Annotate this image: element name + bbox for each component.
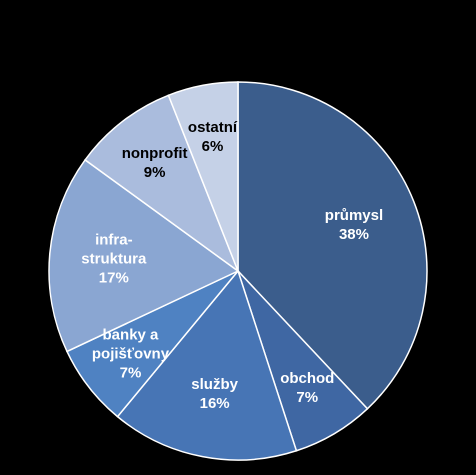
slice-label: služby 16%	[191, 375, 238, 413]
value-label: 38%	[338, 226, 369, 244]
value-label: 7%	[119, 364, 142, 382]
pie-slice	[48, 158, 240, 353]
value-label: 16%	[199, 394, 230, 412]
pie-slice	[237, 81, 428, 410]
slice-label: obchod 7%	[280, 369, 334, 407]
pie-slice	[116, 269, 298, 461]
slice-label: průmysl 38%	[325, 206, 383, 244]
category-label: infra- struktura	[81, 231, 147, 268]
value-label: 17%	[98, 269, 129, 287]
category-label: průmysl	[324, 207, 384, 225]
slice-label: nonprofit 9%	[122, 144, 188, 182]
value-label: 9%	[143, 164, 166, 182]
pie-slice	[167, 81, 239, 272]
value-label: 7%	[296, 389, 319, 407]
slice-label: infra- struktura 17%	[81, 231, 146, 288]
slice-label: ostatní 6%	[188, 118, 237, 156]
category-label: banky a pojišťovny	[91, 326, 170, 363]
category-label: nonprofit	[121, 145, 188, 163]
category-label: služby	[191, 375, 238, 393]
pie-slice	[84, 94, 240, 274]
category-label: obchod	[280, 370, 335, 388]
category-label: ostatní	[187, 119, 238, 137]
value-label: 6%	[201, 138, 224, 156]
slice-label: banky a pojišťovny 7%	[92, 326, 169, 383]
